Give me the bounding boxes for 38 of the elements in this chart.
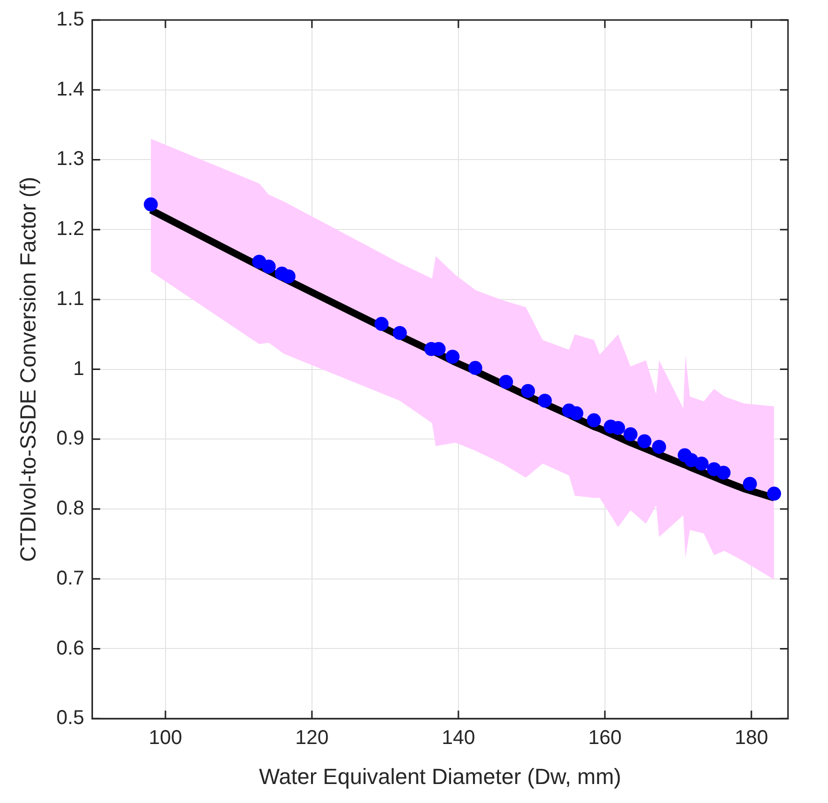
point (499, 374, 514, 389)
point (538, 394, 552, 408)
x-tick-label: 160 (588, 727, 622, 750)
x-tick-label: 100 (148, 727, 182, 750)
y-tick-label: 0.9 (56, 428, 84, 450)
y-tick-label: 1.1 (56, 288, 84, 310)
y-tick-label: 1.3 (56, 148, 84, 170)
point (262, 260, 276, 274)
y-tick-label: 0.8 (56, 498, 84, 520)
point (569, 406, 584, 420)
y-tick-label: 0.5 (56, 707, 84, 730)
y-tick-label: 1.5 (56, 8, 84, 31)
point (392, 326, 407, 340)
y-tick-label: 0.7 (56, 567, 84, 590)
y-tick-label: 0.6 (56, 637, 84, 660)
y-tick-label: 1 (73, 358, 84, 380)
point (652, 440, 666, 454)
point (742, 476, 757, 491)
y-axis-title: CTDIvol-to-SSDE Conversion Factor (f) (15, 176, 40, 562)
point (144, 197, 158, 212)
x-tick-label: 140 (442, 727, 476, 750)
point (694, 456, 709, 471)
point (716, 466, 731, 480)
point (374, 316, 389, 331)
point (637, 434, 652, 448)
point (611, 420, 626, 435)
x-tick-label: 180 (734, 727, 768, 750)
y-tick-label: 1.2 (56, 218, 84, 240)
point (767, 486, 782, 501)
point (624, 427, 638, 442)
point (586, 413, 601, 428)
x-tick-label: 120 (295, 727, 329, 750)
point (446, 350, 460, 364)
y-tick-label: 1.4 (56, 78, 84, 100)
x-axis-title: Water Equivalent Diameter (Dw, mm) (258, 764, 622, 789)
point (468, 360, 482, 375)
point (520, 384, 535, 398)
point (281, 269, 296, 284)
